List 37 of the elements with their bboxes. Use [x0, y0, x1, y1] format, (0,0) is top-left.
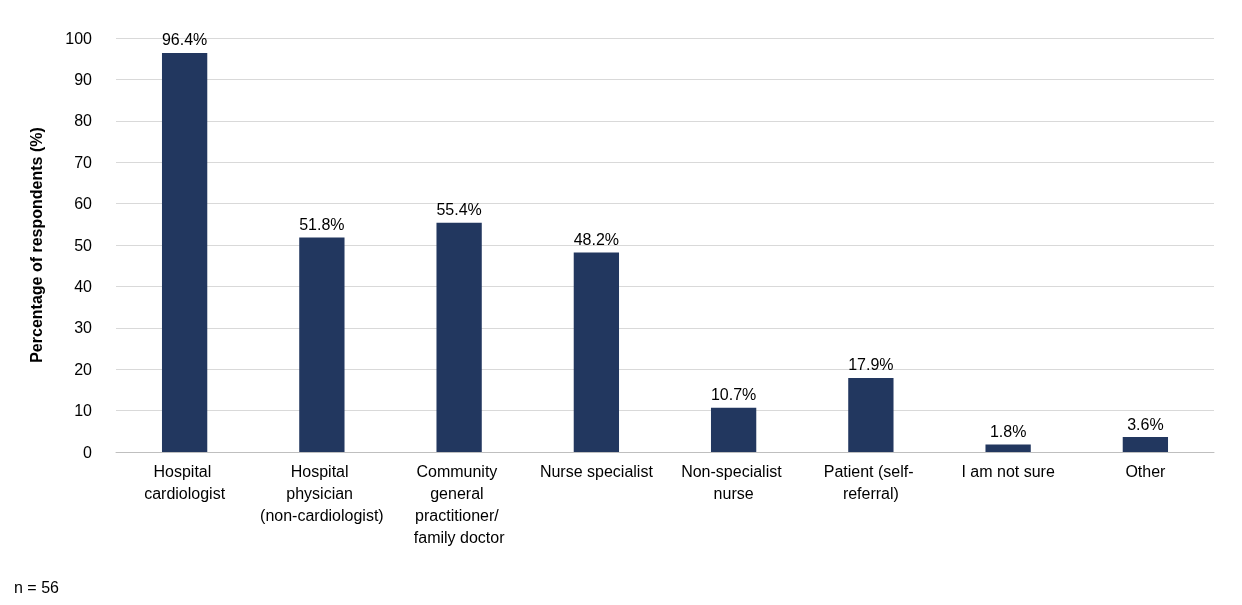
- y-tick-label: 80: [74, 112, 93, 130]
- y-tick-label: 40: [74, 277, 93, 295]
- data-label: 55.4%: [436, 201, 482, 219]
- data-label: 96.4%: [161, 31, 208, 49]
- y-tick-label: 30: [74, 319, 93, 337]
- x-tick-label: Nurse specialist: [539, 462, 654, 480]
- y-axis-title: Percentage of respondents (%): [27, 127, 45, 363]
- bar: [1122, 437, 1169, 452]
- x-tick-label: Community general practitioner/ family doctor: [413, 462, 506, 546]
- data-label: 1.8%: [989, 423, 1027, 441]
- data-label: 51.8%: [299, 216, 345, 234]
- x-tick-label: Hospital cardiologist: [144, 462, 226, 502]
- y-tick-label: 90: [74, 70, 93, 88]
- data-label: 48.2%: [573, 230, 620, 248]
- bar: [436, 222, 482, 452]
- data-label: 10.7%: [710, 386, 757, 404]
- bar: [710, 407, 757, 452]
- y-tick-label: 70: [74, 153, 93, 171]
- y-tick-label: 50: [74, 236, 93, 254]
- bar: [573, 252, 620, 452]
- bar: [299, 237, 345, 452]
- bar: [848, 377, 894, 452]
- y-tick-label: 20: [74, 360, 93, 378]
- bar: [985, 444, 1031, 452]
- x-tick-label: Non-specialist nurse: [681, 462, 787, 502]
- y-tick-label: 100: [65, 29, 93, 47]
- text: n = 56: [14, 578, 60, 596]
- x-tick-label: I am not sure: [961, 462, 1055, 480]
- y-tick-label: 60: [74, 195, 93, 213]
- bar: [161, 52, 208, 452]
- x-tick-label: Other: [1125, 462, 1167, 480]
- data-label: 3.6%: [1127, 415, 1164, 433]
- x-tick-label: Hospital physician (non-cardiologist): [260, 462, 384, 524]
- data-label: 17.9%: [848, 356, 894, 374]
- y-tick-label: 0: [83, 443, 93, 461]
- x-tick-label: Patient (self- referral): [823, 462, 919, 502]
- y-tick-label: 10: [74, 402, 93, 420]
